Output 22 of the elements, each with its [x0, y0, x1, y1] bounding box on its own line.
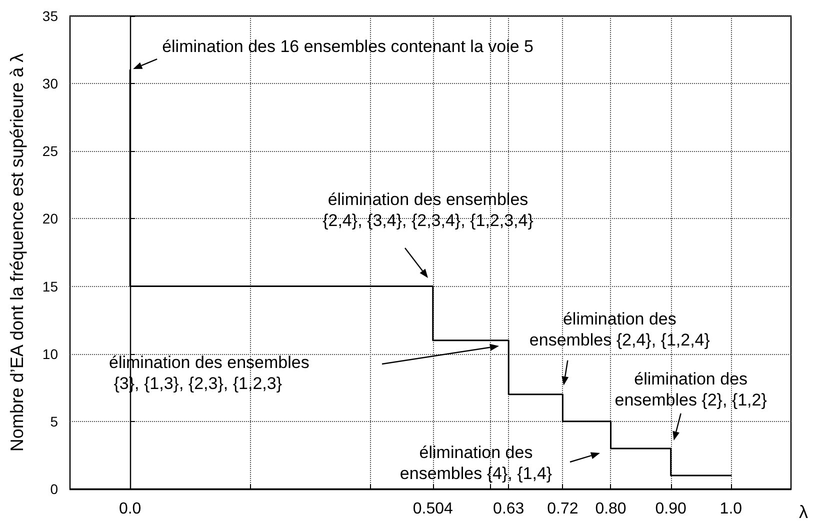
annotation: élimination des ensembles {2}, {1,2} — [614, 369, 768, 410]
x-tick-label: 0.72 — [547, 500, 578, 518]
y-tick-label: 35 — [42, 8, 58, 24]
y-axis-title: Nombre d’EA dont la fréquence est supérieure à λ — [7, 53, 27, 452]
x-tick-label: 1.0 — [720, 500, 742, 518]
x-tick-label: 0.80 — [595, 500, 626, 518]
y-tick-label: 10 — [42, 346, 58, 362]
annotation: élimination des ensembles {2,4}, {3,4}, {2,3,4}, {1,2,3,4} — [322, 190, 534, 230]
annotation: élimination des ensembles {2,4}, {1,2,4} — [529, 309, 710, 350]
y-tick-label: 20 — [42, 210, 58, 227]
x-tick-label: 0.63 — [493, 500, 524, 518]
annotation: élimination des ensembles {4}, {1,4} — [400, 443, 552, 483]
x-tick-label: 0.90 — [655, 500, 687, 518]
y-tick-label: 30 — [42, 76, 58, 92]
x-tick-label: 0.504 — [412, 500, 454, 518]
y-tick-label: 25 — [42, 143, 58, 160]
y-tick-label: 15 — [42, 278, 58, 294]
x-tick-label: 0.0 — [118, 500, 142, 518]
y-tick-label: 0 — [50, 481, 58, 497]
annotation: élimination des 16 ensembles contenant la voie 5 — [162, 37, 534, 56]
y-tick-label: 5 — [50, 413, 58, 430]
x-axis-title: λ — [799, 502, 808, 522]
